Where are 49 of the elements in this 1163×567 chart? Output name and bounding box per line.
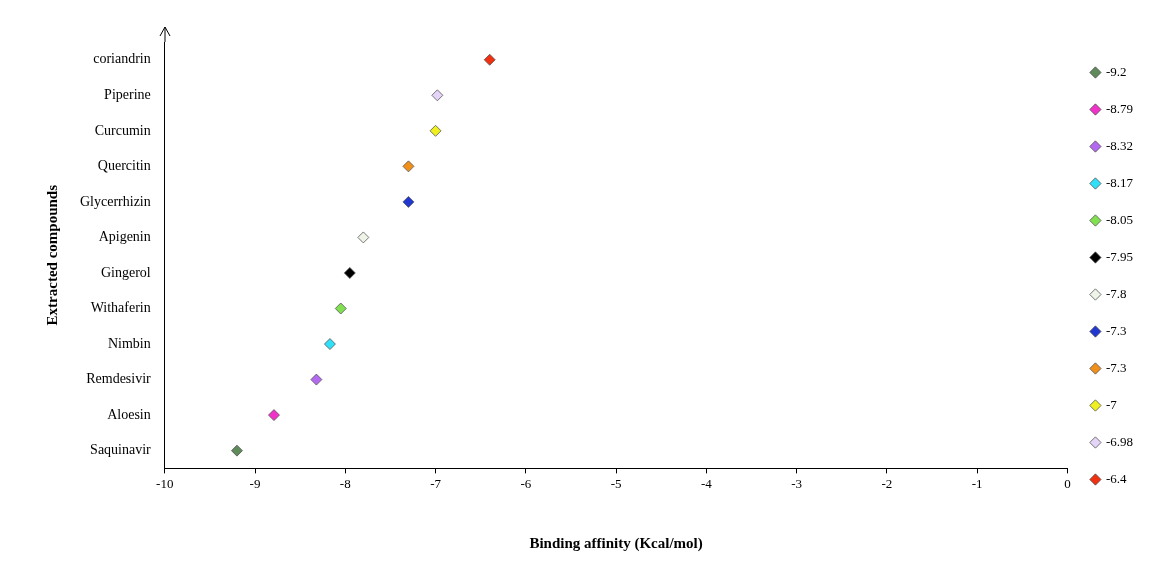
- y-tick-label: Withaferin: [90, 300, 151, 316]
- legend-label: -7.8: [1105, 285, 1127, 301]
- y-tick-label: Remdesivir: [86, 371, 152, 387]
- point: [402, 160, 415, 173]
- x-tick-label: -7: [430, 475, 442, 491]
- y-tick-label: Gingerol: [100, 264, 151, 280]
- y-tick-label: Saquinavir: [90, 442, 152, 458]
- y-tick-label: Glycerrhizin: [80, 193, 151, 209]
- x-axis-title: Binding affinity (Kcal/mol): [529, 534, 703, 552]
- x-tick-label: 0: [1064, 475, 1071, 491]
- y-tick-label: Nimbin: [107, 335, 151, 351]
- x-tick-label: -10: [156, 475, 174, 491]
- point: [483, 53, 496, 66]
- legend-label: -8.32: [1105, 137, 1134, 153]
- x-tick-label: -3: [791, 475, 803, 491]
- point: [343, 267, 356, 279]
- legend-label: -6.98: [1105, 433, 1134, 449]
- legend-label: -8.05: [1105, 211, 1134, 227]
- legend-label: -8.79: [1105, 100, 1134, 116]
- legend-label: -7.3: [1105, 322, 1127, 338]
- y-axis-title: Extracted compounds: [43, 184, 60, 326]
- y-tick-label: Piperine: [104, 86, 151, 102]
- x-tick-label: -4: [700, 475, 713, 491]
- point: [402, 196, 415, 208]
- y-tick-label: Curcumin: [94, 122, 151, 138]
- x-tick-label: -2: [881, 475, 893, 491]
- point: [231, 444, 243, 457]
- x-tick-label: -5: [610, 475, 622, 491]
- x-tick-label: -1: [971, 475, 983, 491]
- y-tick-label: coriandrin: [93, 51, 151, 67]
- legend-label: -9.2: [1105, 63, 1127, 79]
- point: [429, 124, 442, 137]
- point: [431, 89, 444, 102]
- legend-label: -7.95: [1105, 248, 1134, 264]
- legend-label: -7: [1105, 396, 1118, 412]
- y-tick-label: Apigenin: [98, 229, 151, 245]
- legend-label: -8.17: [1105, 174, 1134, 190]
- point: [310, 373, 323, 386]
- point: [357, 231, 370, 244]
- legend-label: -7.3: [1105, 359, 1127, 375]
- point: [324, 338, 336, 350]
- y-tick-label: Aloesin: [107, 406, 151, 422]
- legend-label: -6.4: [1105, 470, 1127, 486]
- x-tick-label: -8: [339, 475, 351, 491]
- y-tick-label: Quercitin: [97, 158, 151, 174]
- point: [268, 409, 280, 421]
- x-tick-label: -9: [249, 475, 261, 491]
- x-tick-label: -6: [520, 475, 532, 491]
- point: [334, 302, 347, 315]
